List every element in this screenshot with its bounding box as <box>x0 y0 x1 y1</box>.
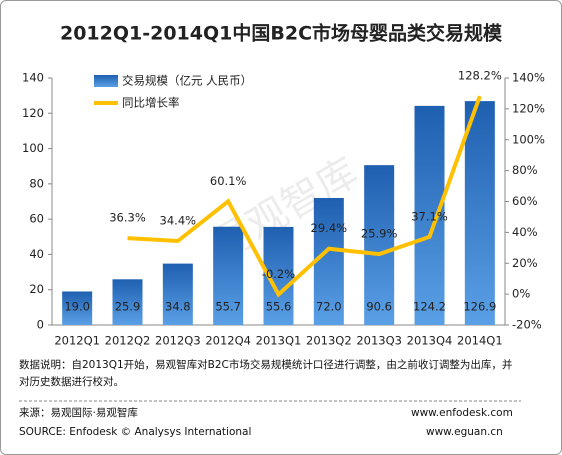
bar <box>112 279 143 325</box>
y2-tick-label: 140% <box>512 71 545 85</box>
x-tick-label: 2013Q4 <box>407 334 453 348</box>
line-label: 36.3% <box>109 211 146 225</box>
line-label: 60.1% <box>210 174 247 188</box>
line-label: 37.1% <box>411 209 448 223</box>
x-tick-label: 2013Q1 <box>256 334 302 348</box>
x-tick-label: 2012Q3 <box>155 334 201 348</box>
separator <box>19 400 521 402</box>
bar <box>62 291 93 325</box>
y2-tick-label: 0% <box>512 287 530 301</box>
y2-tick-label: -20% <box>512 318 542 332</box>
line-label: -0.2% <box>262 267 295 281</box>
bar-label: 72.0 <box>316 300 342 314</box>
bar-label: 55.7 <box>215 300 241 314</box>
y2-tick-label: 120% <box>512 101 545 115</box>
line-label: 25.9% <box>361 227 398 241</box>
bar <box>313 197 344 325</box>
y-tick-label: 120 <box>22 106 44 120</box>
chart: 2012Q1-2014Q1中国B2C市场母婴品类交易规模 易观智库 020406… <box>22 22 545 348</box>
y-tick-label: 20 <box>29 282 44 296</box>
url: www.enfodesk.com <box>411 407 513 419</box>
x-tick-label: 2012Q4 <box>205 334 251 348</box>
bar <box>464 101 495 325</box>
x-tick-label: 2013Q2 <box>306 334 352 348</box>
y2-tick-label: 60% <box>512 194 538 208</box>
bar <box>414 105 445 325</box>
legend-swatch <box>94 75 118 87</box>
line-label: 29.4% <box>311 221 348 235</box>
bar-label: 124.2 <box>413 300 446 314</box>
bar <box>213 226 244 325</box>
y2-tick-label: 20% <box>512 256 538 270</box>
x-tick-label: 2014Q1 <box>457 334 503 348</box>
bar-label: 34.8 <box>165 300 191 314</box>
y-tick-label: 100 <box>22 141 44 155</box>
x-tick-label: 2013Q3 <box>356 334 402 348</box>
line <box>127 95 482 298</box>
source: 来源：易观国际·易观智库 <box>19 407 138 419</box>
bar <box>162 263 193 325</box>
line-label: 128.2% <box>458 69 502 83</box>
y-tick-label: 40 <box>29 247 44 261</box>
bar-label: 19.0 <box>64 300 90 314</box>
description: 数据说明：自2013Q1开始，易观智库对B2C市场交易规模统计口径进行调整，由之… <box>19 359 513 388</box>
x-tick-label: 2012Q1 <box>54 334 100 348</box>
url: www.eguan.cn <box>426 426 503 438</box>
y2-tick-label: 100% <box>512 132 545 146</box>
bar-label: 25.9 <box>115 300 141 314</box>
legend-label: 同比增长率 <box>122 96 180 110</box>
y-tick-label: 140 <box>22 71 44 85</box>
y2-tick-label: 40% <box>512 225 538 239</box>
y-tick-label: 60 <box>29 212 44 226</box>
y-tick-label: 0 <box>37 318 44 332</box>
x-tick-label: 2012Q2 <box>105 334 151 348</box>
bar-label: 55.6 <box>266 300 292 314</box>
legend-label: 交易规模（亿元 人民币） <box>122 74 252 88</box>
source-en: SOURCE: Enfodesk © Analysys Internationa… <box>19 426 252 438</box>
bar <box>364 165 395 325</box>
chart-title: 2012Q1-2014Q1中国B2C市场母婴品类交易规模 <box>60 22 503 45</box>
bar-label: 90.6 <box>366 300 392 314</box>
line-label: 34.4% <box>160 214 197 228</box>
y-tick-label: 80 <box>29 176 44 190</box>
bar-label: 126.9 <box>463 300 496 314</box>
y2-tick-label: 80% <box>512 163 538 177</box>
